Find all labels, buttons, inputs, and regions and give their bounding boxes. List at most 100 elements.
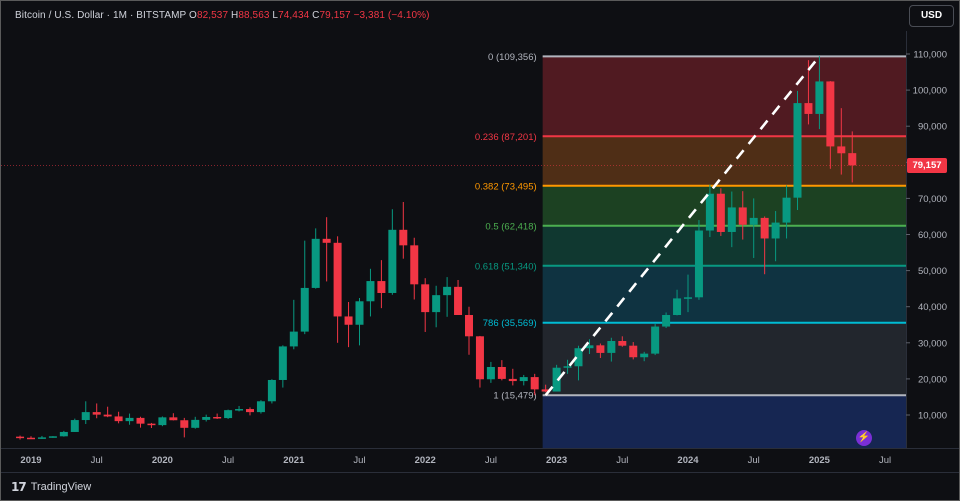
- x-tick-label: 2025: [809, 455, 831, 466]
- fib-label-4: 0.618 (51,340): [475, 261, 537, 272]
- high-label: H: [231, 10, 239, 21]
- last-price-tag: 79,157: [907, 158, 947, 173]
- high-value: 88,563: [238, 10, 270, 21]
- candle-body: [256, 401, 265, 413]
- candle-body: [618, 340, 627, 346]
- brand-name: TradingView: [30, 481, 92, 493]
- close-value: 79,157: [319, 10, 351, 21]
- x-tick-label: Jul: [616, 455, 628, 466]
- candle-body: [771, 222, 780, 239]
- open-value: 82,537: [196, 10, 229, 21]
- candle-body: [497, 366, 506, 379]
- candle-body: [585, 345, 594, 349]
- candle-body: [355, 301, 364, 325]
- candle-body: [311, 238, 320, 288]
- x-tick-label: 2021: [283, 455, 305, 466]
- candle-body: [16, 436, 25, 439]
- x-tick-label: Jul: [485, 455, 497, 466]
- candle-body: [202, 416, 211, 420]
- lightning-bolt-icon[interactable]: ⚡: [856, 430, 872, 446]
- candle-body: [388, 229, 397, 293]
- x-tick-label: 2024: [677, 455, 699, 466]
- fib-zone-5: [542, 322, 906, 396]
- y-tick-label: 70,000: [918, 194, 947, 205]
- currency-button[interactable]: USD: [909, 5, 954, 27]
- candle-body: [596, 345, 605, 353]
- candle-body: [629, 345, 638, 358]
- y-tick-label: 100,000: [913, 86, 947, 97]
- candle-body: [486, 366, 495, 380]
- candle-body: [519, 377, 528, 382]
- candle-body: [267, 379, 276, 402]
- candle-body: [136, 417, 145, 424]
- fib-zone-1: [542, 136, 906, 186]
- candle-body: [158, 417, 167, 426]
- candle-body: [716, 193, 725, 232]
- candle-body: [475, 336, 484, 380]
- candle-body: [738, 207, 747, 225]
- low-label: L: [272, 10, 279, 21]
- fib-label-1: 0.236 (87,201): [475, 132, 537, 143]
- candle-body: [443, 286, 452, 296]
- candle-body: [169, 417, 178, 421]
- x-tick-label: Jul: [91, 455, 103, 466]
- x-tick-label: Jul: [879, 455, 891, 466]
- symbol-title: Bitcoin / U.S. Dollar · 1M · BITSTAMP: [15, 10, 187, 21]
- candle-body: [651, 326, 660, 354]
- candle-body: [782, 197, 791, 223]
- candle-body: [662, 315, 671, 327]
- candle-body: [574, 348, 583, 367]
- candle-body: [92, 412, 101, 415]
- y-tick-label: 90,000: [918, 122, 947, 133]
- candle-body: [103, 414, 112, 417]
- candle-body: [147, 423, 156, 426]
- candle-body: [563, 366, 572, 368]
- symbol-header[interactable]: Bitcoin / U.S. Dollar · 1M · BITSTAMP O8…: [15, 10, 430, 21]
- candle-body: [727, 207, 736, 232]
- y-tick-label: 30,000: [918, 338, 947, 349]
- candle-body: [541, 389, 550, 392]
- candle-body: [125, 417, 134, 422]
- y-tick-label: 110,000: [913, 50, 947, 61]
- y-tick-label: 20,000: [918, 374, 947, 385]
- candle-body: [48, 436, 57, 438]
- trend-line: [544, 55, 821, 397]
- candle-body: [530, 377, 539, 390]
- candle-body: [684, 297, 692, 299]
- candle-body: [793, 103, 802, 198]
- candle-body: [410, 245, 419, 285]
- y-tick-label: 50,000: [918, 266, 947, 277]
- tradingview-brand[interactable]: 17 TradingView: [11, 479, 91, 495]
- fib-label-2: 0.382 (73,495): [475, 181, 537, 192]
- candle-body: [27, 437, 35, 440]
- candle-body: [760, 217, 769, 239]
- candle-body: [465, 315, 473, 337]
- candle-body: [81, 412, 90, 421]
- candle-body: [694, 230, 703, 298]
- candle-body: [848, 153, 857, 166]
- fib-zone-3: [542, 225, 906, 266]
- candle-body: [37, 437, 46, 439]
- fib-label-3: 0.5 (62,418): [485, 221, 536, 232]
- candle-body: [673, 298, 682, 316]
- x-tick-label: 2022: [415, 455, 436, 466]
- candle-body: [59, 431, 68, 437]
- candle-body: [213, 416, 222, 419]
- candle-body: [607, 340, 616, 353]
- x-tick-label: Jul: [222, 455, 234, 466]
- fib-label-0: 0 (109,356): [488, 52, 537, 63]
- x-tick-label: 2019: [20, 455, 41, 466]
- candle-body: [114, 416, 123, 422]
- candle-body: [749, 217, 758, 225]
- y-tick-label: 10,000: [918, 411, 947, 422]
- candle-body: [322, 238, 331, 243]
- candle-body: [804, 103, 813, 114]
- candle-body: [366, 281, 375, 302]
- candle-body: [508, 378, 517, 382]
- x-tick-label: 2020: [152, 455, 173, 466]
- open-label: O: [189, 10, 197, 21]
- candle-body: [333, 242, 342, 317]
- y-tick-label: 40,000: [918, 302, 947, 313]
